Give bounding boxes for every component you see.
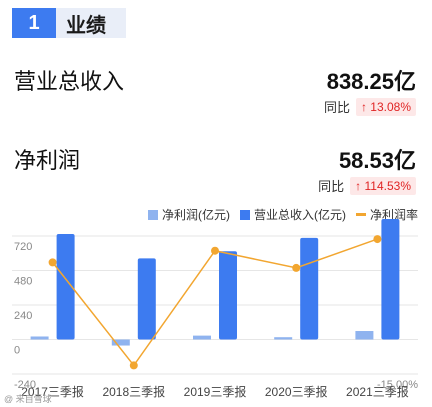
x-tick-label: 2018三季报 xyxy=(102,384,165,399)
legend-net-profit-label: 净利润(亿元) xyxy=(161,208,230,222)
bar-revenue xyxy=(56,233,75,340)
legend-margin[interactable]: 净利润率 xyxy=(355,206,418,223)
legend-margin-label: 净利润率 xyxy=(369,208,418,222)
net-profit-yoy-label: 同比 xyxy=(318,179,345,194)
net-profit-label: 净利润 xyxy=(14,148,81,173)
bar-net-profit xyxy=(193,335,211,340)
y-right-tick-label: -15.00% xyxy=(377,379,418,391)
bar-revenue xyxy=(381,219,400,340)
revenue-yoy-badge: ↑ 13.08% xyxy=(355,97,416,116)
net-profit-value: 58.53亿 xyxy=(338,148,416,173)
legend-margin-swatch xyxy=(355,213,366,216)
legend-net-profit-swatch xyxy=(147,209,158,220)
point-net-margin xyxy=(129,361,138,370)
revenue-label: 营业总收入 xyxy=(14,69,125,94)
x-tick-label: 2017三季报 xyxy=(21,384,84,399)
bar-net-profit xyxy=(355,331,374,340)
y-left-tick-label: 720 xyxy=(14,241,32,253)
bar-net-profit xyxy=(111,339,130,346)
net-profit-yoy-badge: ↑ 114.53% xyxy=(350,176,416,195)
line-net-margin xyxy=(52,238,378,367)
net-profit-yoy: 同比 ↑ 114.53% xyxy=(318,176,416,195)
section-number: 1 xyxy=(12,8,56,38)
bar-revenue xyxy=(300,237,319,340)
point-net-margin xyxy=(211,246,219,255)
revenue-yoy: 同比 ↑ 13.08% xyxy=(324,97,416,116)
x-tick-label: 2020三季报 xyxy=(265,384,328,399)
point-net-margin xyxy=(292,263,301,272)
y-left-tick-label: 240 xyxy=(14,310,32,322)
point-net-margin xyxy=(48,258,57,267)
legend-revenue-swatch xyxy=(239,209,250,220)
section-header: 1 业绩 xyxy=(0,8,130,40)
legend-net-profit[interactable]: 净利润(亿元) xyxy=(147,206,230,223)
legend-revenue[interactable]: 营业总收入(亿元) xyxy=(239,206,346,223)
watermark: @ 来自雪球 xyxy=(4,394,52,404)
chart-legend: 净利润(亿元) 营业总收入(亿元) 净利润率 xyxy=(138,206,418,223)
point-net-margin xyxy=(373,235,382,244)
legend-revenue-label: 营业总收入(亿元) xyxy=(253,208,346,222)
x-tick-label: 2019三季报 xyxy=(184,384,247,399)
bar-net-profit xyxy=(274,337,293,340)
bar-revenue xyxy=(137,258,156,340)
y-left-tick-label: -240 xyxy=(14,379,36,391)
bar-net-profit xyxy=(30,336,49,340)
x-tick-label: 2021三季报 xyxy=(346,384,409,399)
revenue-value: 838.25亿 xyxy=(326,69,416,94)
y-left-tick-label: 480 xyxy=(14,276,32,288)
y-left-tick-label: 0 xyxy=(14,345,20,357)
revenue-yoy-label: 同比 xyxy=(323,100,350,115)
bar-revenue xyxy=(219,251,237,340)
section-title: 业绩 xyxy=(56,8,126,38)
